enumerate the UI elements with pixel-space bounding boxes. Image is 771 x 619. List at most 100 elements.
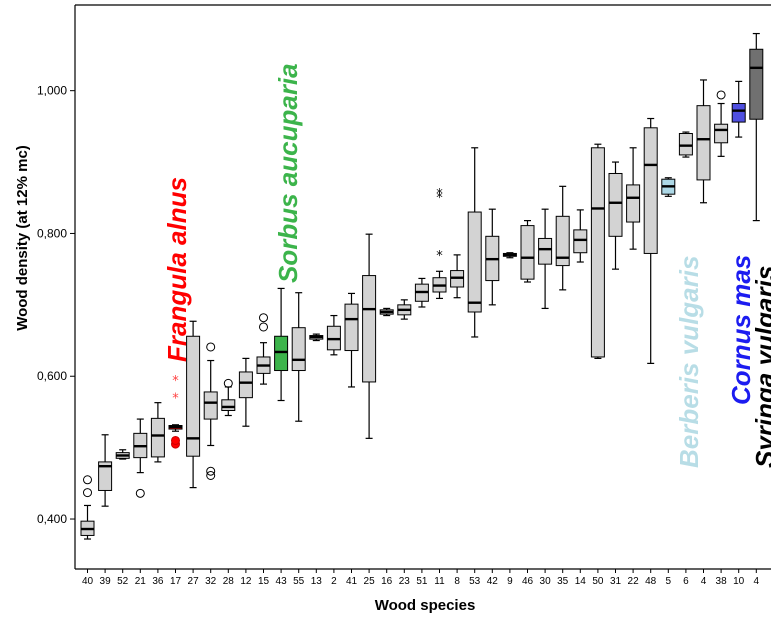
box-53 <box>467 147 482 338</box>
box-iqr <box>344 303 359 352</box>
box-iqr <box>608 172 623 237</box>
outlier-point <box>171 435 180 445</box>
outlier-point <box>83 488 92 498</box>
x-tick-label: 15 <box>258 576 270 587</box>
outlier-point <box>135 488 145 498</box>
box-2 <box>326 314 341 356</box>
species-annotation: Cornus mas <box>726 255 756 405</box>
box-40 <box>80 475 95 540</box>
box-9 <box>502 252 517 259</box>
box-39 <box>98 434 113 507</box>
box-iqr <box>238 371 253 399</box>
x-tick-label: 36 <box>152 576 164 587</box>
box-43 <box>274 287 289 402</box>
box-27 <box>186 320 201 489</box>
box-iqr <box>643 127 658 254</box>
x-tick-label: 50 <box>592 576 604 587</box>
outlier-point <box>206 466 216 476</box>
box-32 <box>203 342 218 480</box>
box-22 <box>626 147 641 250</box>
x-tick-label: 17 <box>170 576 182 587</box>
species-annotation: Sorbus aucuparia <box>273 63 303 283</box>
box-51 <box>414 277 429 308</box>
x-tick-label: 31 <box>610 576 622 587</box>
outlier-point <box>259 313 268 323</box>
box-21 <box>133 418 148 498</box>
box-55 <box>291 292 306 422</box>
y-tick-label: 1,000 <box>37 84 67 98</box>
y-axis-label: Wood density (at 12% mc) <box>14 145 31 331</box>
x-tick-label: 46 <box>522 576 534 587</box>
box-12 <box>238 357 253 427</box>
box-4 <box>696 79 711 204</box>
x-tick-label: 4 <box>754 576 760 587</box>
box-11: *** <box>432 187 447 300</box>
x-tick-label: 23 <box>399 576 411 587</box>
box-35 <box>555 185 570 291</box>
x-tick-label: 22 <box>628 576 640 587</box>
x-tick-label: 16 <box>381 576 393 587</box>
x-tick-label: 9 <box>507 576 513 587</box>
extreme-point: * <box>436 249 443 264</box>
x-tick-label: 4 <box>701 576 707 587</box>
outlier-point <box>223 378 233 388</box>
box-38 <box>714 90 729 157</box>
box-iqr <box>696 105 711 181</box>
outlier-point <box>716 90 726 100</box>
box-iqr <box>626 184 641 223</box>
y-tick-label: 0,400 <box>37 512 67 526</box>
box-iqr <box>221 399 236 412</box>
x-tick-label: 21 <box>135 576 147 587</box>
extreme-point: * <box>172 374 179 389</box>
box-14 <box>573 209 588 263</box>
box-30 <box>538 208 553 310</box>
box-5 <box>661 177 676 197</box>
x-tick-label: 39 <box>100 576 112 587</box>
x-tick-label: 32 <box>205 576 217 587</box>
box-iqr <box>590 147 605 358</box>
box-iqr <box>362 275 377 383</box>
box-iqr <box>520 225 535 280</box>
box-iqr <box>555 215 570 267</box>
box-iqr <box>150 417 165 458</box>
box-iqr <box>749 48 764 120</box>
outlier-point <box>206 342 216 352</box>
box-25 <box>362 233 377 439</box>
box-iqr <box>573 229 588 254</box>
x-tick-label: 27 <box>188 576 200 587</box>
box-48 <box>643 117 658 364</box>
x-tick-label: 25 <box>364 576 376 587</box>
x-tick-label: 55 <box>293 576 305 587</box>
extreme-point: * <box>172 392 179 407</box>
x-tick-label: 52 <box>117 576 129 587</box>
x-tick-label: 42 <box>487 576 499 587</box>
extreme-point: * <box>436 191 443 206</box>
x-tick-label: 8 <box>454 576 460 587</box>
x-tick-label: 5 <box>666 576 672 587</box>
box-23 <box>397 299 412 320</box>
box-iqr <box>203 391 218 420</box>
y-tick-label: 0,800 <box>37 226 67 240</box>
box-15 <box>256 313 271 385</box>
x-tick-label: 38 <box>716 576 728 587</box>
x-tick-label: 14 <box>575 576 587 587</box>
x-axis-label: Wood species <box>375 597 476 614</box>
box-36 <box>150 402 165 463</box>
extreme-point: * <box>436 187 443 202</box>
box-iqr <box>186 335 201 457</box>
box-iqr <box>291 327 306 372</box>
box-6 <box>678 131 693 158</box>
box-52 <box>115 449 130 460</box>
box-17: ** <box>168 374 183 449</box>
boxes-group: ***** <box>80 32 764 540</box>
x-tick-label: 30 <box>540 576 552 587</box>
x-tick-label: 41 <box>346 576 358 587</box>
x-tick-label: 6 <box>683 576 689 587</box>
x-tick-label: 28 <box>223 576 235 587</box>
x-tick-label: 2 <box>331 576 337 587</box>
outlier-point <box>83 475 92 485</box>
box-28 <box>221 378 236 417</box>
box-42 <box>485 208 500 306</box>
x-tick-label: 13 <box>311 576 323 587</box>
box-iqr <box>538 237 553 265</box>
